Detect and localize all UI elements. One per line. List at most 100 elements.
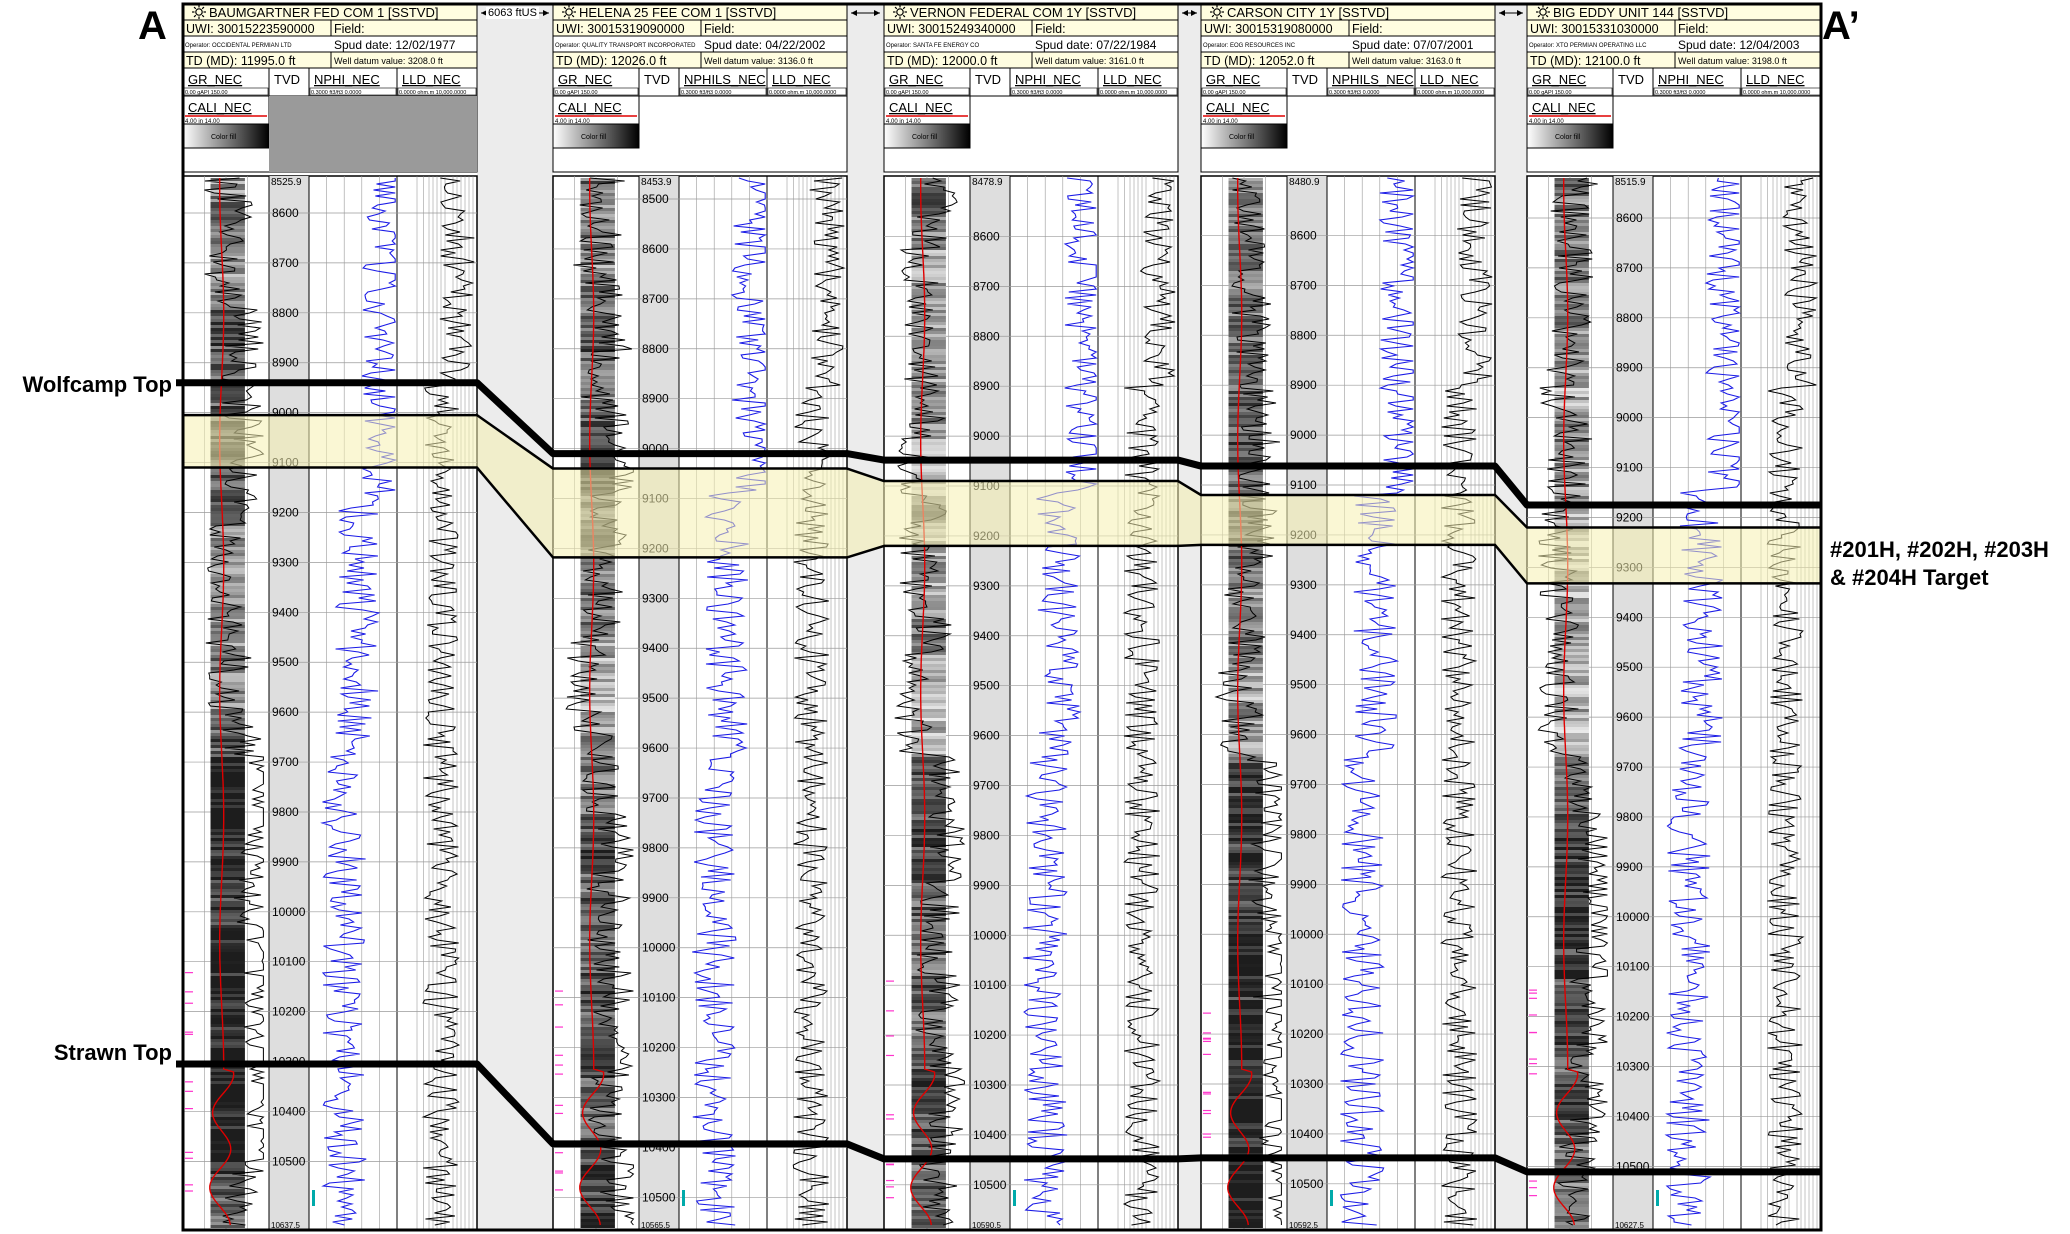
depth-tick-label: 8800 [642,342,669,356]
well-operator: Operator: EOG RESOURCES INC [1203,43,1296,49]
well-td: TD (MD): 12026.0 ft [556,54,667,68]
cali-scale: 4.00 in 14.00 [555,119,590,125]
depth-tick-label: 9100 [1616,461,1643,475]
track-name: NPHI_NEC [1658,72,1724,87]
color-fill-label: Color fill [581,134,607,141]
track-name: GR_NEC [1532,72,1586,87]
well-uwi: UWI: 30015249340000 [887,22,1016,36]
depth-tick-label: 10100 [642,991,676,1005]
curve-scale: 0.3000 ft3/ft3 0.0000 [1655,90,1705,96]
panel-gap [1178,4,1201,1230]
gr-curve [894,177,966,1226]
well-datum: Well datum value: 3198.0 ft [1678,56,1787,66]
well-uwi: UWI: 30015319080000 [1204,22,1333,36]
bottom-depth: 10565.5 [641,1221,670,1230]
cali-curve [1227,177,1253,1226]
depth-tick-label: 8700 [272,256,299,270]
curve-scale: 0.0000 ohm.m 10,000.0000 [1743,90,1810,96]
depth-tick-label: 8600 [272,206,299,220]
well-uwi: UWI: 30015223590000 [186,22,315,36]
curve-scale: 0.00 gAPI 150.00 [555,90,598,96]
arrow-head-right [1191,10,1197,16]
tvd-track [269,176,309,1230]
depth-tick-label: 9300 [973,579,1000,593]
well-datum: Well datum value: 3208.0 ft [334,56,443,66]
depth-tick-label: 9500 [272,655,299,669]
depth-tick-label: 9600 [973,729,1000,743]
track-name: NPHILS_NEC [1332,72,1414,87]
target-label-line2: & #204H Target [1830,565,1989,590]
top-depth: 8480.9 [1289,177,1320,188]
curve-scale: 0.00 gAPI 150.00 [185,90,228,96]
bottom-depth: 10637.5 [271,1221,300,1230]
strawn-top-label: Strawn Top [53,1040,172,1065]
track-header [969,67,1011,97]
depth-tick-label: 8900 [973,379,1000,393]
depth-tick-label: 10300 [1616,1060,1650,1074]
well-spud-date: Spud date: 12/02/1977 [334,38,456,52]
depth-tick-label: 10500 [272,1154,306,1168]
depth-tick-label: 9200 [1616,510,1643,524]
depth-tick-label: 9400 [1290,628,1317,642]
track-name: GR_NEC [558,72,612,87]
depth-tick-label: 8900 [1290,378,1317,392]
arrow-head-right [543,10,549,16]
curve-scale: 0.3000 ft3/ft3 0.0000 [1012,90,1062,96]
wolfcamp-top-label: Wolfcamp Top [22,372,172,397]
tvd-track [970,176,1010,1230]
well-td: TD (MD): 12100.0 ft [1530,54,1641,68]
target-zone-base-line [183,466,1821,585]
depth-tick-label: 9500 [1616,660,1643,674]
track-name: LLD_NEC [1746,72,1805,87]
well-datum: Well datum value: 3161.0 ft [1035,56,1144,66]
well-spud-date: Spud date: 07/22/1984 [1035,38,1157,52]
track-name: GR_NEC [889,72,943,87]
depth-tick-label: 10400 [1616,1109,1650,1123]
depth-tick-label: 8900 [1616,361,1643,375]
track-name: TVD [1618,72,1644,87]
depth-tick-label: 10200 [272,1005,306,1019]
depth-tick-label: 10200 [973,1028,1007,1042]
depth-tick-label: 8900 [272,356,299,370]
depth-tick-label: 9700 [1616,760,1643,774]
cyan-mark [1330,1190,1333,1206]
cali-scale: 4.00 in 14.00 [886,119,921,125]
track-header [638,67,680,97]
depth-tick-label: 9800 [1616,810,1643,824]
well-panel: BIG EDDY UNIT 144 [SSTVD] UWI: 3001533103… [1526,3,1822,1231]
track-name: LLD_NEC [1420,72,1479,87]
track-header [1612,67,1654,97]
depth-tick-label: 9500 [1290,678,1317,692]
depth-tick-label: 8800 [1616,311,1643,325]
cali-curve [1553,177,1579,1226]
curve-scale: 0.00 gAPI 150.00 [1529,90,1572,96]
track-header [1286,67,1328,97]
curve-scale: 0.0000 ohm.m 10,000.0000 [1417,90,1484,96]
target-zone-fill [183,415,1821,584]
well-spud-date: Spud date: 12/04/2003 [1678,38,1800,52]
depth-tick-label: 9300 [272,555,299,569]
well-name: CARSON CITY 1Y [SSTVD] [1227,5,1389,20]
curve-scale: 0.00 gAPI 150.00 [886,90,929,96]
well-spud-date: Spud date: 04/22/2002 [704,38,826,52]
nphi-curve [1339,177,1416,1226]
well-uwi: UWI: 30015319090000 [556,22,685,36]
depth-tick-label: 9300 [642,591,669,605]
depth-tick-label: 8800 [272,306,299,320]
depth-tick-label: 8500 [642,192,669,206]
arrow-head-right [1517,10,1523,16]
target-label-line1: #201H, #202H, #203H [1830,537,2049,562]
bottom-depth: 10627.5 [1615,1221,1644,1230]
well-panel: HELENA 25 FEE COM 1 [SSTVD] UWI: 30015319… [552,3,848,1231]
well-panel: VERNON FEDERAL COM 1Y [SSTVD] UWI: 300152… [883,3,1179,1231]
depth-tick-label: 9400 [1616,610,1643,624]
log-curves [1529,177,1819,1228]
well-operator: Operator: XTO PERMIAN OPERATING LLC [1529,43,1647,49]
color-fill-legend [1200,123,1288,149]
oil-well-sun-icon [1536,5,1550,19]
wolfcamp-top-line [176,379,1821,509]
arrow-head-left [1182,10,1188,16]
curve-scale: 0.0000 ohm.m 10,000.0000 [769,90,836,96]
